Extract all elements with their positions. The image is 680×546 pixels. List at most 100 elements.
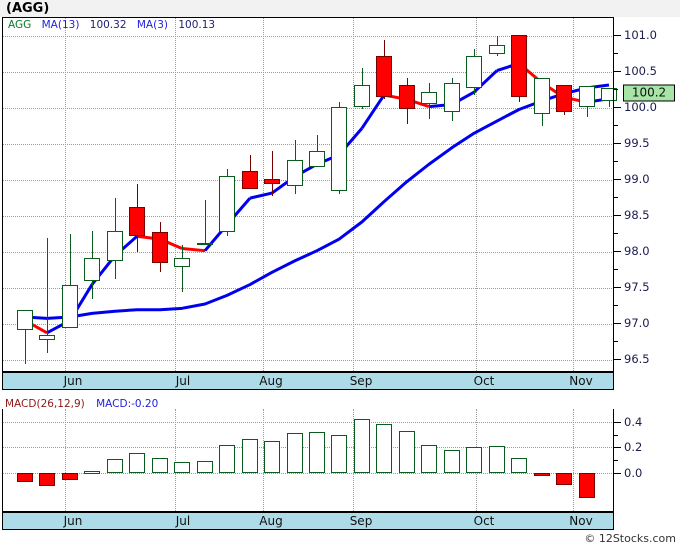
candle-wick xyxy=(250,154,251,188)
month-axis-price: Jun Jul Aug Sep Oct Nov xyxy=(2,372,614,390)
candle-wick xyxy=(25,324,26,364)
candlestick[interactable] xyxy=(84,257,100,281)
macd-bar[interactable] xyxy=(174,461,190,473)
macd-bar[interactable] xyxy=(152,457,168,473)
macd-bar[interactable] xyxy=(444,449,460,473)
macd-bar[interactable] xyxy=(84,471,100,475)
macd-bar[interactable] xyxy=(376,423,392,473)
gridline-v xyxy=(65,409,66,511)
gridline-v xyxy=(573,409,574,511)
macd-bar[interactable] xyxy=(534,472,550,476)
macd-indicator-value: MACD:-0.20 xyxy=(96,398,159,410)
y-axis-label: 97.0 xyxy=(624,316,650,331)
macd-bar[interactable] xyxy=(197,461,213,473)
macd-bar[interactable] xyxy=(466,446,482,473)
macd-bar[interactable] xyxy=(242,438,258,473)
month-label-macd: Oct xyxy=(473,514,495,528)
macd-bar[interactable] xyxy=(331,435,347,473)
ma-line xyxy=(472,69,499,94)
macd-axis-label: 0.2 xyxy=(624,440,643,455)
macd-bar[interactable] xyxy=(489,445,505,473)
candlestick[interactable] xyxy=(174,257,190,267)
price-plot-area[interactable]: AGG MA(13) 100.32 MA(3) 100.13 xyxy=(2,17,617,372)
macd-bar[interactable] xyxy=(399,430,415,473)
candlestick[interactable] xyxy=(264,178,280,184)
y-axis-tick xyxy=(614,359,621,361)
y-axis-tick xyxy=(614,71,621,73)
macd-bar[interactable] xyxy=(579,472,595,499)
macd-bar[interactable] xyxy=(62,472,78,480)
candle-wick xyxy=(47,237,48,353)
y-axis-label: 97.5 xyxy=(624,280,650,295)
candlestick[interactable] xyxy=(331,106,347,191)
candlestick[interactable] xyxy=(62,284,78,328)
month-label-macd: Jul xyxy=(175,514,191,528)
candle-wick xyxy=(205,200,206,245)
gridline-h xyxy=(3,180,614,182)
macd-bar[interactable] xyxy=(17,472,33,483)
legend-ma-fast-value: 100.13 xyxy=(178,19,216,31)
candle-wick xyxy=(70,234,71,328)
gridline-h xyxy=(3,144,614,146)
month-label-price: Sep xyxy=(349,374,373,388)
macd-bar[interactable] xyxy=(421,444,437,473)
candlestick[interactable] xyxy=(421,92,437,105)
candlestick[interactable] xyxy=(287,159,303,186)
candlestick[interactable] xyxy=(556,84,572,112)
macd-bar[interactable] xyxy=(129,452,145,473)
gridline-h xyxy=(3,421,614,423)
candlestick[interactable] xyxy=(399,84,415,110)
gridline-h xyxy=(3,288,614,290)
macd-bar[interactable] xyxy=(107,459,123,473)
last-price-tag: 100.2 xyxy=(623,84,675,102)
macd-bar[interactable] xyxy=(556,472,572,485)
candlestick[interactable] xyxy=(39,334,55,340)
month-label-price: Jul xyxy=(175,374,191,388)
candlestick[interactable] xyxy=(511,34,527,98)
gridline-v xyxy=(476,18,477,371)
y-axis-tick xyxy=(614,143,621,145)
gridline-v xyxy=(175,409,176,511)
y-axis-tick xyxy=(614,107,621,109)
gridline-h xyxy=(3,324,614,326)
month-label-price: Nov xyxy=(569,374,593,388)
candlestick[interactable] xyxy=(309,151,325,168)
macd-plot-area[interactable] xyxy=(2,409,614,512)
macd-axis-tick xyxy=(614,447,621,449)
ma-line xyxy=(24,83,610,320)
candlestick[interactable] xyxy=(444,82,460,112)
candlestick[interactable] xyxy=(466,56,482,88)
macd-bar[interactable] xyxy=(39,472,55,487)
macd-bar[interactable] xyxy=(309,431,325,473)
macd-bar[interactable] xyxy=(264,440,280,473)
candlestick[interactable] xyxy=(376,56,392,98)
y-axis-label: 100.5 xyxy=(624,64,657,79)
y-axis-minor-tick xyxy=(614,305,618,307)
candlestick[interactable] xyxy=(197,243,213,246)
candlestick[interactable] xyxy=(219,176,235,232)
macd-axis-label: 0.0 xyxy=(624,465,643,480)
candlestick[interactable] xyxy=(489,44,505,54)
candlestick[interactable] xyxy=(354,84,370,107)
y-axis-label: 99.5 xyxy=(624,136,650,151)
macd-bar[interactable] xyxy=(511,458,527,473)
candlestick[interactable] xyxy=(129,207,145,237)
y-axis-minor-tick xyxy=(614,89,618,91)
macd-bar[interactable] xyxy=(287,433,303,473)
candlestick[interactable] xyxy=(242,171,258,189)
price-panel: AGG MA(13) 100.32 MA(3) 100.13 101.0 100.… xyxy=(0,17,680,390)
candlestick[interactable] xyxy=(534,77,550,114)
candlestick[interactable] xyxy=(579,86,595,107)
month-axis-macd: Jun Jul Aug Sep Oct Nov xyxy=(2,512,614,530)
candle-wick xyxy=(272,151,273,196)
macd-y-axis: 0.4 0.2 0.0 xyxy=(613,409,679,529)
y-axis-minor-tick xyxy=(614,233,618,235)
candlestick[interactable] xyxy=(107,230,123,261)
gridline-v xyxy=(263,409,264,511)
candlestick[interactable] xyxy=(152,231,168,263)
candlestick[interactable] xyxy=(17,309,33,330)
macd-panel: MACD(26,12,9) MACD:-0.20 0.4 0.2 0.0 Jun Ju… xyxy=(0,398,680,530)
macd-bar[interactable] xyxy=(219,445,235,473)
macd-bar[interactable] xyxy=(354,419,370,473)
